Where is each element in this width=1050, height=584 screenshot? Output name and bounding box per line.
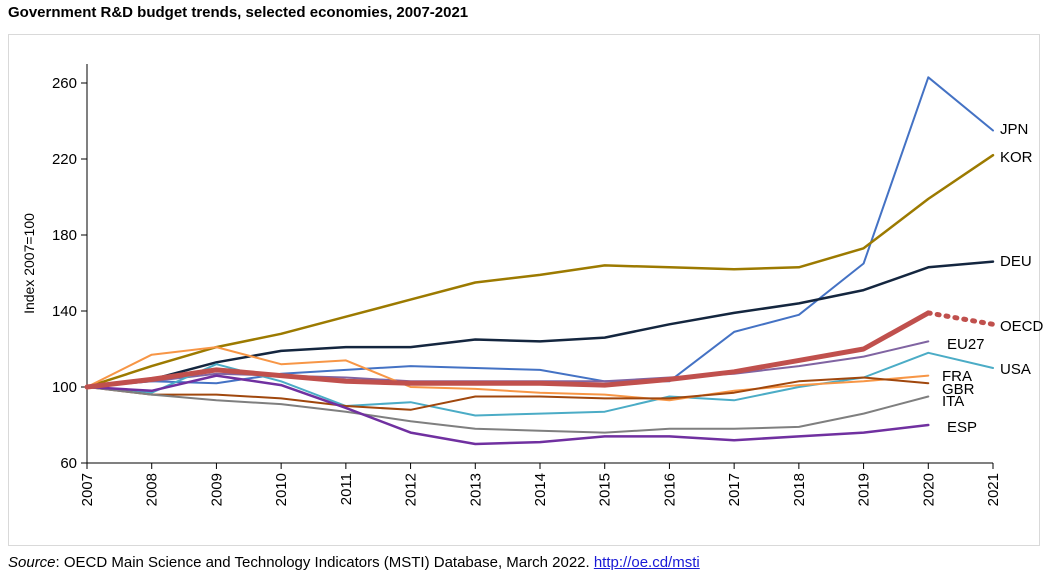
series-label-oecd: OECD	[1000, 318, 1044, 335]
x-tick-label: 2017	[726, 473, 743, 506]
series-line-ita	[86, 386, 930, 434]
x-tick-label: 2013	[467, 473, 484, 506]
series-line-jpn	[86, 76, 994, 388]
y-tick-label: 220	[52, 151, 77, 168]
series-label-kor: KOR	[1000, 149, 1033, 166]
x-tick-label: 2021	[985, 473, 1002, 506]
series-label-fra: FRA	[942, 368, 972, 385]
series-line-esp	[85, 374, 930, 446]
series-label-jpn: JPN	[1000, 121, 1028, 138]
y-tick-label: 260	[52, 75, 77, 92]
x-tick-label: 2008	[144, 473, 161, 506]
x-tick-label: 2010	[273, 473, 290, 506]
source-note: Source: OECD Main Science and Technology…	[8, 554, 700, 571]
series-projection-oecd	[925, 310, 996, 327]
source-text: : OECD Main Science and Technology Indic…	[55, 554, 594, 571]
y-tick-label: 140	[52, 303, 77, 320]
y-tick-label: 100	[52, 379, 77, 396]
x-tick-label: 2009	[208, 473, 225, 506]
x-tick-label: 2016	[661, 473, 678, 506]
series-line-kor	[85, 153, 995, 389]
x-tick-label: 2018	[791, 473, 808, 506]
series-line-fra	[86, 346, 930, 402]
series-label-ita: ITA	[942, 393, 964, 410]
x-tick-label: 2012	[403, 473, 420, 506]
x-tick-label: 2007	[79, 473, 96, 506]
x-tick-label: 2019	[856, 473, 873, 506]
series-line-gbr	[86, 376, 930, 411]
chart-frame	[8, 34, 1040, 546]
x-tick-label: 2020	[920, 473, 937, 506]
series-label-eu27: EU27	[947, 336, 985, 353]
x-tick-label: 2011	[338, 473, 355, 505]
source-label: Source	[8, 554, 56, 571]
series-label-usa: USA	[1000, 361, 1031, 378]
series-line-oecd	[84, 310, 931, 390]
series-label-gbr: GBR	[942, 381, 975, 398]
x-tick-label: 2015	[597, 473, 614, 506]
series-label-esp: ESP	[947, 419, 977, 436]
series-line-deu	[85, 260, 995, 389]
chart-title: Government R&D budget trends, selected e…	[8, 4, 469, 21]
y-axis-label: Index 2007=100	[21, 213, 37, 314]
y-tick-label: 180	[52, 227, 77, 244]
series-label-deu: DEU	[1000, 253, 1032, 270]
source-link[interactable]: http://oe.cd/msti	[593, 554, 700, 571]
x-tick-label: 2014	[532, 473, 549, 506]
y-tick-label: 60	[60, 455, 77, 472]
